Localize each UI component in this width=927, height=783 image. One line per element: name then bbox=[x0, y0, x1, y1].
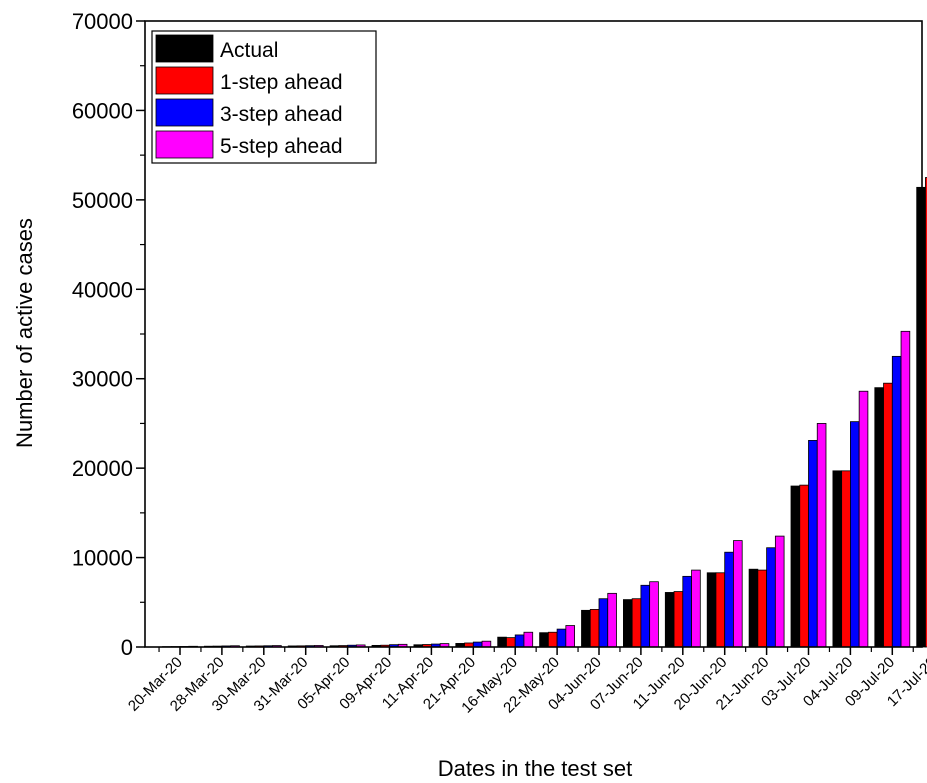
bar bbox=[900, 330, 911, 648]
bar bbox=[808, 440, 818, 648]
bars-layer bbox=[162, 177, 927, 648]
bar bbox=[682, 575, 692, 648]
bar bbox=[589, 609, 600, 648]
bar bbox=[724, 551, 734, 648]
bar bbox=[556, 628, 567, 648]
bar bbox=[916, 186, 926, 648]
bar bbox=[757, 569, 767, 648]
bar bbox=[565, 625, 575, 648]
y-tick-label: 0 bbox=[121, 635, 133, 660]
legend-label: 1-step ahead bbox=[220, 71, 343, 94]
bar bbox=[649, 581, 659, 648]
y-tick-label: 40000 bbox=[72, 277, 133, 302]
bar bbox=[640, 584, 651, 648]
bar bbox=[816, 423, 827, 648]
bar bbox=[774, 535, 785, 648]
bar bbox=[883, 382, 893, 648]
bar bbox=[523, 631, 534, 648]
bar bbox=[841, 470, 851, 648]
y-tick-label: 10000 bbox=[72, 546, 133, 571]
bar bbox=[925, 177, 927, 648]
bar bbox=[891, 355, 902, 648]
bar bbox=[598, 598, 609, 648]
bar bbox=[481, 640, 492, 648]
y-axis-title: Number of active cases bbox=[12, 218, 37, 448]
bar bbox=[664, 592, 675, 648]
bar bbox=[539, 632, 549, 648]
legend-swatch bbox=[155, 98, 214, 127]
bar bbox=[514, 634, 525, 648]
y-tick-label: 50000 bbox=[72, 188, 133, 213]
y-tick-label: 70000 bbox=[72, 9, 133, 34]
y-tick-label: 20000 bbox=[72, 456, 133, 481]
legend-swatch bbox=[155, 34, 214, 63]
bar bbox=[691, 569, 701, 648]
bar bbox=[497, 636, 507, 648]
legend-label: 3-step ahead bbox=[220, 103, 343, 126]
legend-label: Actual bbox=[220, 39, 278, 62]
bar bbox=[607, 592, 617, 648]
bar bbox=[748, 568, 759, 648]
bar bbox=[631, 598, 642, 648]
bar bbox=[858, 390, 869, 648]
legend-swatch bbox=[155, 66, 214, 95]
bar bbox=[733, 540, 743, 648]
bar bbox=[706, 572, 717, 648]
bar bbox=[506, 637, 516, 648]
y-tick-label: 30000 bbox=[72, 367, 133, 392]
y-tick-label: 60000 bbox=[72, 98, 133, 123]
bar bbox=[581, 609, 591, 648]
bar bbox=[673, 591, 684, 648]
bar bbox=[715, 572, 726, 648]
bar bbox=[623, 599, 633, 648]
bar bbox=[547, 631, 558, 648]
x-axis-title: Dates in the test set bbox=[438, 756, 632, 781]
legend-label: 5-step ahead bbox=[220, 135, 343, 158]
bar bbox=[790, 485, 801, 648]
legend-swatch bbox=[155, 130, 214, 159]
bar bbox=[874, 387, 884, 648]
bar bbox=[832, 470, 843, 648]
legend: Actual 1-step ahead 3-step ahead 5-step ahe… bbox=[151, 30, 377, 164]
bar bbox=[850, 421, 860, 648]
bar bbox=[766, 547, 776, 648]
bar bbox=[799, 484, 809, 648]
